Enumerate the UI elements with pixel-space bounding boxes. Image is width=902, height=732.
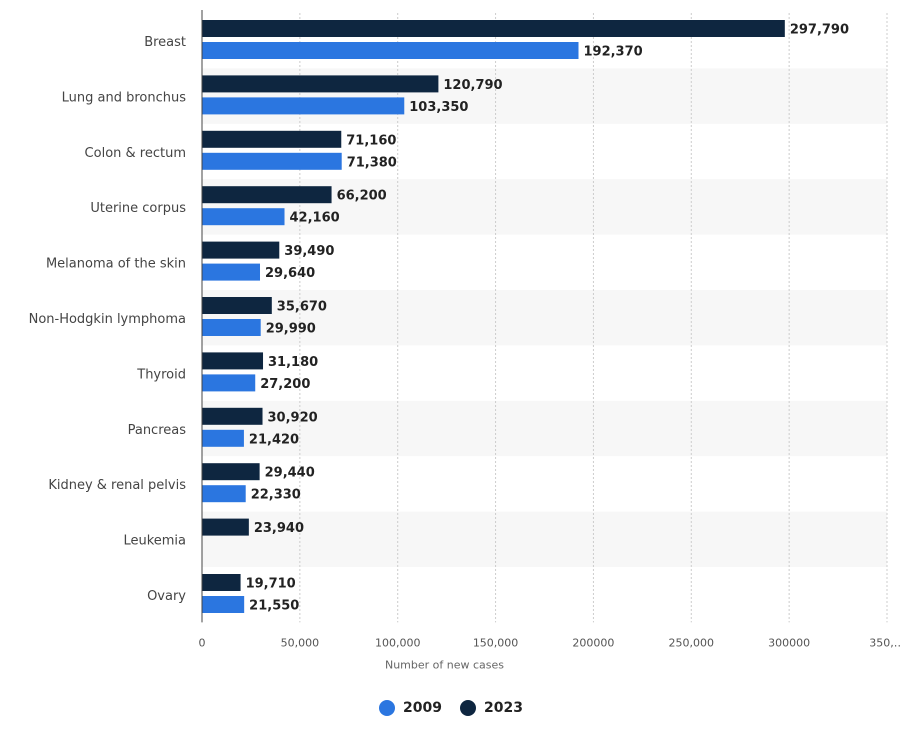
bar-2023[interactable] — [202, 407, 263, 425]
row-band — [202, 290, 887, 346]
value-label-2009: 29,640 — [265, 266, 315, 281]
x-tick-label: 200000 — [572, 636, 614, 649]
bar-2023[interactable] — [202, 463, 260, 481]
x-axis-title: Number of new cases — [385, 658, 504, 671]
bar-2023[interactable] — [202, 574, 241, 591]
bar-2023[interactable] — [202, 297, 272, 314]
category-label: Thyroid — [136, 367, 186, 382]
value-label-2023: 29,440 — [265, 466, 315, 481]
category-label: Non-Hodgkin lymphoma — [29, 312, 186, 327]
value-label-2009: 22,330 — [251, 488, 301, 503]
legend-label-2023: 2023 — [484, 700, 523, 716]
value-label-2009: 103,350 — [409, 100, 468, 115]
value-label-2009: 27,200 — [260, 377, 310, 392]
grid-lines — [299, 13, 888, 623]
bar-2009[interactable] — [202, 42, 579, 59]
row-bands — [202, 68, 887, 567]
bar-2009[interactable] — [202, 208, 285, 226]
legend-item-2009[interactable]: 2009 — [379, 700, 442, 716]
x-tick-label: 150,000 — [473, 636, 519, 649]
x-tick-label: 250,000 — [669, 636, 715, 649]
category-label: Kidney & renal pelvis — [48, 478, 186, 493]
bar-2009[interactable] — [202, 485, 246, 503]
category-label: Melanoma of the skin — [46, 257, 186, 272]
bar-2009[interactable] — [202, 596, 245, 613]
category-labels: Breast Lung and bronchus Colon & rectum Ute… — [29, 35, 187, 604]
bar-2009[interactable] — [202, 152, 342, 170]
category-label: Pancreas — [128, 423, 187, 438]
value-label-2023: 31,180 — [268, 355, 318, 370]
value-label-2023: 39,490 — [284, 244, 334, 259]
value-label-2009: 42,160 — [290, 211, 340, 226]
bar-2023[interactable] — [202, 241, 280, 259]
bar-2009[interactable] — [202, 429, 244, 447]
value-label-2009: 21,420 — [249, 432, 299, 447]
category-label: Colon & rectum — [85, 146, 186, 161]
value-label-2023: 23,940 — [254, 521, 304, 536]
bar-2023[interactable] — [202, 75, 439, 93]
x-tick-label: 300000 — [768, 636, 810, 649]
bar-2023[interactable] — [202, 20, 785, 37]
legend-label-2009: 2009 — [403, 700, 442, 716]
value-label-2009: 21,550 — [249, 599, 299, 614]
bar-2009[interactable] — [202, 319, 261, 336]
category-label: Uterine corpus — [90, 201, 186, 216]
value-labels: 297,790 192,370 120,790 103,350 71,160 71,380… — [246, 23, 849, 614]
category-label: Lung and bronchus — [62, 90, 187, 105]
row-band — [202, 400, 887, 457]
value-label-2023: 30,920 — [268, 410, 318, 425]
x-tick-label: 100,000 — [375, 636, 421, 649]
legend-marker-2009 — [379, 700, 396, 716]
bar-2023[interactable] — [202, 518, 249, 536]
bar-2009[interactable] — [202, 97, 405, 115]
value-label-2009: 71,380 — [347, 155, 397, 170]
bar-2009[interactable] — [202, 374, 256, 392]
bar-chart: Breast Lung and bronchus Colon & rectum Ute… — [29, 10, 902, 671]
bars-group — [202, 20, 785, 613]
category-label: Leukemia — [123, 534, 186, 549]
value-label-2009: 29,990 — [266, 322, 316, 337]
category-label: Breast — [144, 35, 186, 50]
legend: 2009 2023 — [0, 700, 902, 716]
x-tick-label: 350,… — [869, 636, 902, 649]
legend-item-2023[interactable]: 2023 — [460, 700, 523, 716]
legend-marker-2023 — [460, 700, 476, 716]
bar-2009[interactable] — [202, 263, 261, 281]
value-label-2023: 71,160 — [346, 133, 396, 148]
value-label-2023: 66,200 — [337, 189, 387, 204]
value-label-2023: 35,670 — [277, 300, 327, 315]
x-tick-label: 50,000 — [281, 636, 320, 649]
value-label-2009: 192,370 — [583, 45, 642, 60]
x-tick-label: 0 — [199, 636, 206, 649]
value-label-2023: 19,710 — [246, 577, 296, 592]
row-band — [202, 511, 887, 567]
category-label: Ovary — [147, 589, 186, 604]
value-label-2023: 297,790 — [790, 23, 849, 38]
bar-2023[interactable] — [202, 352, 264, 370]
x-tick-labels: 0 50,000 100,000 150,000 200000 250,000 300000… — [199, 636, 902, 649]
bar-2023[interactable] — [202, 130, 342, 148]
value-label-2023: 120,790 — [443, 78, 502, 93]
bar-2023[interactable] — [202, 186, 332, 204]
